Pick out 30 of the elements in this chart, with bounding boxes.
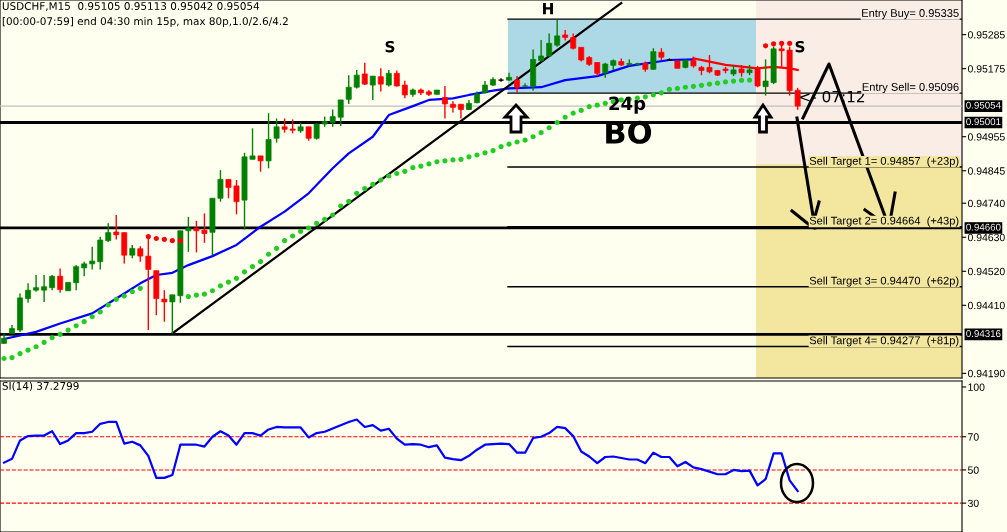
- y-tick-label: 100: [968, 383, 985, 391]
- ref-line-label: Sell Target 1= 0.94857 (+23p): [809, 156, 959, 168]
- annotation: S: [385, 40, 395, 53]
- annotation: S: [795, 40, 805, 53]
- chart-title: SI(14) 37.2799: [2, 381, 79, 392]
- y-tick-label: 0.94845: [967, 167, 1005, 175]
- text: [00:00-07:59] end 04:30 min 15p, max 80p,1.0/2.6/4.2: [2, 17, 288, 28]
- ref-line-label: 0.94660: [966, 223, 1001, 231]
- ref-line-label: Sell Target 3= 0.94470 (+62p): [809, 276, 959, 287]
- ref-line-label: Entry Sell= 0.95096: [862, 82, 959, 94]
- ref-line-label: 0.95001: [966, 118, 1001, 126]
- annotation: H: [543, 3, 553, 15]
- y-tick-label: 50: [967, 466, 979, 474]
- ref-line-label: Entry Buy= 0.95335: [862, 9, 959, 20]
- y-tick-label: 0.94955: [967, 133, 1005, 141]
- y-tick-label: 0.94520: [967, 267, 1005, 276]
- ref-line-label: Sell Target 2= 0.94664 (+43p): [809, 216, 959, 227]
- y-tick-label: 0.94410: [967, 301, 1005, 310]
- y-tick-label: 0.94740: [967, 199, 1005, 208]
- y-tick-label: 0.95175: [967, 65, 1005, 73]
- annotation: 24p: [609, 96, 646, 114]
- y-tick-label: 0.94190: [967, 369, 1005, 378]
- y-tick-label: 0.95285: [967, 31, 1005, 39]
- y-tick-label: 70: [968, 433, 979, 441]
- ref-line-label: Sell Target 4= 0.94277 (+81p): [809, 336, 959, 347]
- y-tick-label: 0.94630: [967, 233, 1005, 242]
- y-tick-label: 30: [967, 499, 979, 507]
- ref-line-label: 0.94316: [966, 330, 1001, 337]
- chart-title: USDCHF,M15 0.95105 0.95113 0.95042 0.95054: [2, 2, 260, 12]
- ref-line-label: 0.95054: [966, 101, 1001, 109]
